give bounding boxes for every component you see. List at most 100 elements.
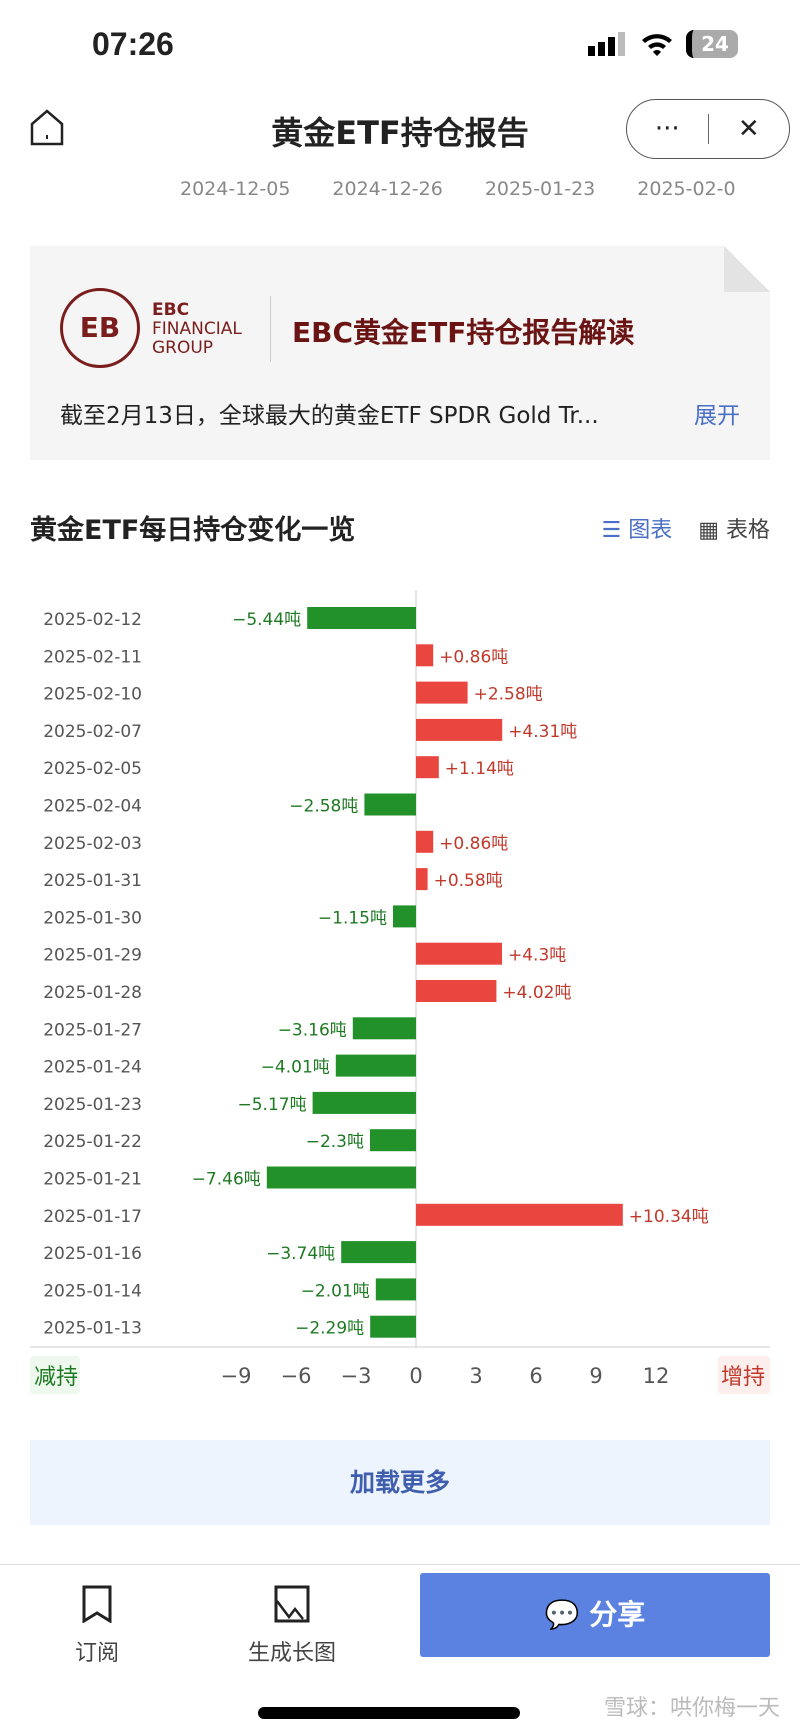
divider (270, 296, 271, 362)
long-image-button[interactable]: 生成长图 (222, 1585, 362, 1667)
date-label: 2024-12-26 (332, 178, 443, 200)
date-label: 2025-01-23 (484, 178, 596, 200)
bar[interactable] (416, 1203, 623, 1226)
bar[interactable] (352, 1017, 416, 1040)
category-label: 2025-01-29 (43, 946, 142, 966)
wechat-icon: 💬 (544, 1598, 590, 1631)
data-label: +0.58吨 (434, 871, 503, 891)
data-label: +4.02吨 (502, 983, 571, 1003)
page-title: 黄金ETF持仓报告 (271, 114, 529, 152)
data-label: −2.3吨 (306, 1132, 364, 1152)
category-label: 2025-02-12 (43, 610, 142, 630)
data-label: −2.58吨 (289, 797, 358, 817)
x-tick-label: 0 (409, 1364, 422, 1388)
wifi-icon (642, 34, 672, 56)
subscribe-button[interactable]: 订阅 (27, 1585, 167, 1667)
image-icon (274, 1585, 310, 1623)
bar[interactable] (335, 1054, 416, 1077)
report-card: EB EBC FINANCIAL GROUP EBC黄金ETF持仓报告解读 截至… (30, 246, 770, 460)
home-indicator (258, 1707, 520, 1719)
share-button[interactable]: 💬 分享 (420, 1573, 770, 1657)
data-label: −3.74吨 (266, 1244, 335, 1264)
data-label: −7.46吨 (192, 1170, 261, 1190)
data-label: −2.29吨 (295, 1319, 364, 1339)
category-label: 2025-01-30 (43, 908, 142, 928)
data-label: +4.31吨 (508, 722, 577, 742)
more-button[interactable]: ··· (654, 114, 680, 144)
signal-icon (588, 32, 625, 56)
status-time: 07:26 (92, 26, 174, 62)
category-label: 2025-02-11 (43, 647, 142, 667)
bar[interactable] (364, 793, 416, 816)
status-icons: 24 (588, 30, 738, 58)
bar[interactable] (312, 1091, 416, 1114)
data-label: −2.01吨 (301, 1281, 370, 1301)
bar[interactable] (416, 756, 439, 779)
x-tick-label: −9 (221, 1364, 252, 1388)
data-label: +0.86吨 (439, 647, 508, 667)
category-label: 2025-01-21 (43, 1170, 142, 1190)
data-label: −3.16吨 (278, 1020, 347, 1040)
category-label: 2025-02-05 (43, 759, 142, 779)
home-icon[interactable] (28, 108, 66, 146)
category-label: 2025-01-22 (43, 1132, 142, 1152)
increase-label: 增持 (721, 1365, 765, 1390)
divider (707, 114, 709, 144)
page-fold (724, 246, 770, 292)
category-label: 2025-02-10 (43, 685, 142, 705)
bar[interactable] (307, 607, 416, 629)
card-description: 截至2月13日，全球最大的黄金ETF SPDR Gold Tr... (60, 403, 599, 429)
date-label: 2025-02-0 (637, 178, 736, 200)
section-title: 黄金ETF每日持仓变化一览 (30, 515, 356, 546)
bar[interactable] (370, 1129, 416, 1152)
data-label: +0.86吨 (439, 834, 508, 854)
bar[interactable] (416, 868, 428, 891)
ebc-logo: EB (60, 288, 140, 368)
bottom-divider (0, 1564, 800, 1565)
category-label: 2025-01-14 (43, 1281, 142, 1301)
data-label: −5.44吨 (232, 610, 301, 630)
data-label: −1.15吨 (318, 908, 387, 928)
bar[interactable] (416, 942, 502, 965)
category-label: 2025-01-28 (43, 983, 142, 1003)
category-label: 2025-01-31 (43, 871, 142, 891)
category-label: 2025-01-27 (43, 1020, 142, 1040)
data-label: +4.3吨 (508, 946, 566, 966)
data-label: −4.01吨 (261, 1058, 330, 1078)
bar[interactable] (375, 1278, 416, 1301)
tab-table[interactable]: ▦ 表格 (698, 518, 770, 543)
category-label: 2025-01-23 (43, 1095, 142, 1115)
x-tick-label: 12 (643, 1364, 670, 1388)
bar[interactable] (416, 718, 503, 741)
bookmark-icon (82, 1585, 112, 1624)
data-label: +2.58吨 (474, 685, 543, 705)
x-tick-label: −6 (281, 1364, 312, 1388)
bar[interactable] (370, 1315, 416, 1338)
bar[interactable] (416, 980, 497, 1002)
date-label: 2024-12-05 (180, 178, 291, 200)
card-title[interactable]: EBC黄金ETF持仓报告解读 (292, 316, 635, 349)
bar[interactable] (266, 1166, 416, 1189)
category-label: 2025-01-16 (43, 1244, 142, 1264)
etf-holding-chart: 2025-02-12 −5.44吨 2025-02-11 +0.86吨 2025-02-… (30, 590, 770, 1394)
category-label: 2025-02-03 (43, 834, 142, 854)
tab-chart[interactable]: ☰ 图表 (601, 518, 673, 543)
logo-text: EBC FINANCIAL GROUP (152, 300, 242, 358)
expand-link[interactable]: 展开 (694, 403, 740, 429)
bar[interactable] (416, 830, 434, 853)
close-button[interactable]: ✕ (737, 114, 760, 144)
bar[interactable] (393, 905, 416, 928)
mini-program-capsule: ··· ✕ (626, 99, 790, 159)
date-strip: 2024-12-05 2024-12-26 2025-01-23 2025-02… (180, 178, 736, 200)
increase-legend-bg (718, 1356, 770, 1394)
load-more-button[interactable]: 加载更多 (30, 1440, 770, 1525)
bar[interactable] (416, 644, 434, 667)
x-tick-label: −3 (341, 1364, 372, 1388)
x-tick-label: 6 (529, 1364, 542, 1388)
bar[interactable] (341, 1241, 416, 1264)
watermark: 雪球：哄你梅一天 (603, 1696, 780, 1721)
x-tick-label: 3 (469, 1364, 482, 1388)
data-label: +10.34吨 (629, 1207, 709, 1227)
data-label: +1.14吨 (445, 759, 514, 779)
bar[interactable] (416, 681, 468, 704)
